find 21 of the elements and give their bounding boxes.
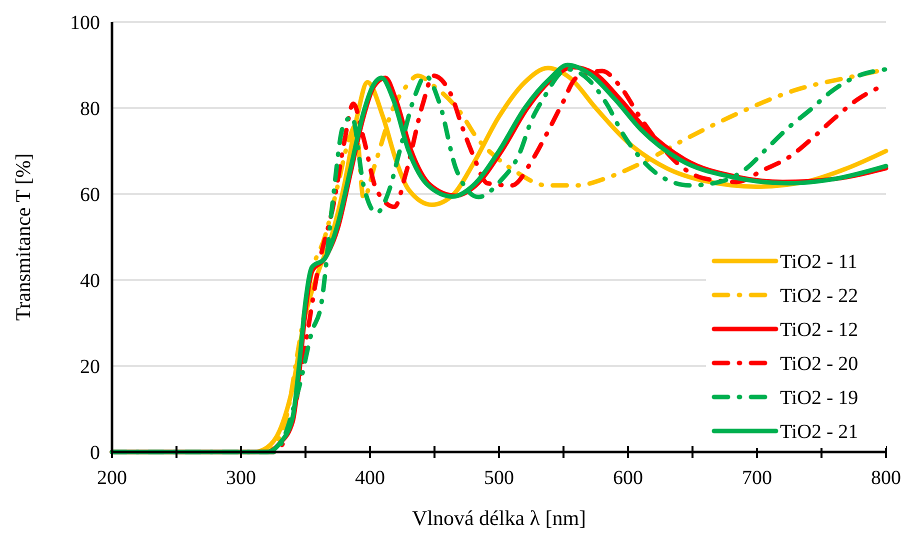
y-tick-label: 20 [80,356,100,378]
x-tick-label: 300 [226,467,256,489]
legend-label: TiO2 - 19 [780,387,858,409]
y-tick-label: 100 [70,12,100,34]
x-tick-label: 600 [613,467,643,489]
y-tick-label: 60 [80,184,100,206]
y-tick-label: 80 [80,98,100,120]
y-tick-label: 0 [90,442,100,464]
x-tick-label: 700 [742,467,772,489]
legend-label: TiO2 - 11 [780,251,858,273]
x-tick-label: 200 [97,467,127,489]
x-tick-label: 800 [871,467,901,489]
x-axis-title: Vlnová délka λ [nm] [412,506,586,530]
legend-label: TiO2 - 22 [780,285,858,307]
y-axis-title: Transmitance T [%] [11,153,35,321]
y-tick-label: 40 [80,270,100,292]
legend-label: TiO2 - 20 [780,353,858,375]
legend-label: TiO2 - 21 [780,421,858,443]
legend-label: TiO2 - 12 [780,319,858,341]
x-tick-label: 500 [484,467,514,489]
x-tick-label: 400 [355,467,385,489]
